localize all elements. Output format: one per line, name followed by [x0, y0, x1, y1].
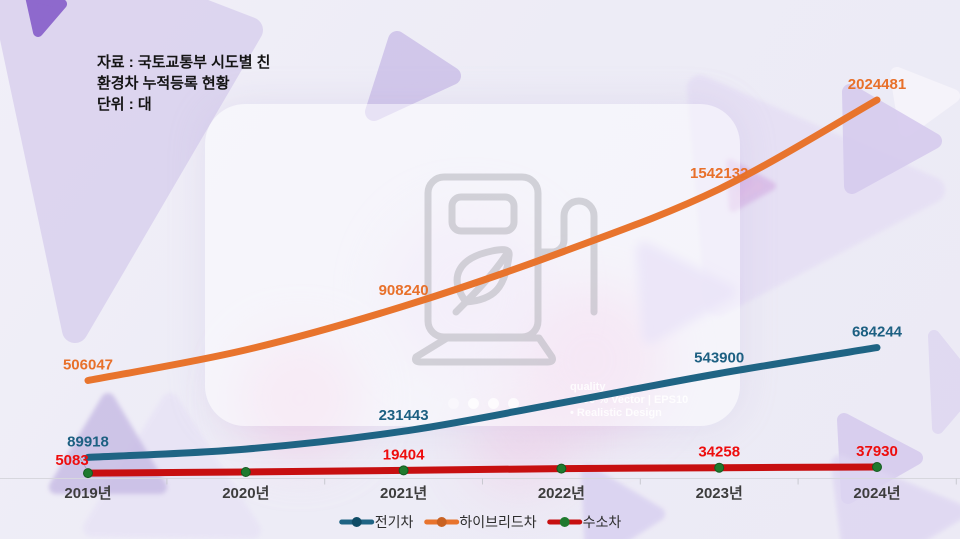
- watermark-line: • Realistic Design: [570, 407, 662, 419]
- source-note-line: 환경차 누적등록 현황: [97, 75, 230, 92]
- watermark-line: quality: [570, 381, 606, 393]
- chart-legend: 전기차 하이브리드차 수소차: [339, 512, 622, 532]
- label-leader-line: [79, 457, 87, 469]
- data-point-dot: [240, 467, 251, 477]
- series-line-하이브리드차: [84, 96, 881, 384]
- series-line-전기차: [84, 344, 881, 461]
- pump-screen: [448, 193, 518, 235]
- source-note-line: 단위 : 대: [97, 96, 152, 113]
- data-label: 19404: [383, 446, 425, 463]
- x-axis-label: 2024년: [853, 485, 900, 502]
- leaf: [453, 246, 513, 306]
- triangle-top-left: [0, 0, 263, 343]
- legend-item-hydrogen: 수소차: [547, 512, 622, 532]
- data-label: 231443: [379, 407, 429, 424]
- triangle-right-edge: [928, 330, 960, 434]
- legend-label-hydrogen: 수소차: [582, 514, 622, 530]
- triangle-bottom-right-large: [831, 455, 960, 539]
- data-label: 684244: [852, 324, 903, 341]
- pump-base: [412, 334, 556, 366]
- hydrogen-line-marker-icon: [547, 517, 583, 527]
- ev-line-marker-icon: [339, 517, 375, 527]
- legend-item-ev: 전기차: [339, 512, 414, 532]
- watermark-dots: [448, 398, 519, 409]
- data-label: 1542132: [690, 165, 748, 182]
- x-axis-label: 2021년: [380, 485, 427, 502]
- data-label: 506047: [63, 357, 113, 374]
- triangle-bottom-center: [581, 465, 665, 539]
- series-line-수소차: [84, 463, 881, 477]
- legend-item-hybrid: 하이브리드차: [423, 512, 537, 532]
- triangle-top-right: [842, 84, 942, 194]
- data-label: 908240: [379, 282, 429, 299]
- source-note-line: 자료 : 국토교통부 시도별 친: [97, 54, 271, 71]
- data-point-dot: [872, 462, 882, 472]
- data-label: 2024481: [848, 76, 906, 93]
- data-point-dot: [714, 462, 725, 473]
- triangle-top-center: [365, 31, 461, 121]
- triangle-small-dark: [25, 0, 67, 37]
- data-point-dot: [83, 468, 93, 479]
- x-axis-label: 2019년: [64, 485, 111, 502]
- data-label: 5083: [55, 452, 88, 469]
- data-point-dot: [398, 465, 409, 476]
- x-axis-label: 2020년: [222, 485, 269, 502]
- watermark-text: quality • 100 % Vector | EPS10 • Realist…: [570, 381, 688, 420]
- data-label: 34258: [698, 444, 740, 461]
- leaf-stem: [452, 251, 510, 316]
- data-label: 543900: [694, 350, 744, 367]
- legend-label-ev: 전기차: [374, 514, 414, 530]
- triangle-bottom-left: [49, 393, 167, 494]
- x-axis-label: 2023년: [696, 485, 743, 502]
- data-label: 89918: [67, 433, 109, 450]
- triangle-top-right-pale: [890, 67, 960, 137]
- data-point-dot: [556, 463, 567, 474]
- watermark-card: [205, 104, 740, 426]
- data-label: 37930: [856, 443, 898, 460]
- x-axis-label: 2022년: [538, 485, 585, 502]
- source-note: 자료 : 국토교통부 시도별 친 환경차 누적등록 현황 단위 : 대: [97, 52, 270, 115]
- hybrid-line-marker-icon: [423, 517, 459, 527]
- legend-label-hybrid: 하이브리드차: [459, 514, 537, 530]
